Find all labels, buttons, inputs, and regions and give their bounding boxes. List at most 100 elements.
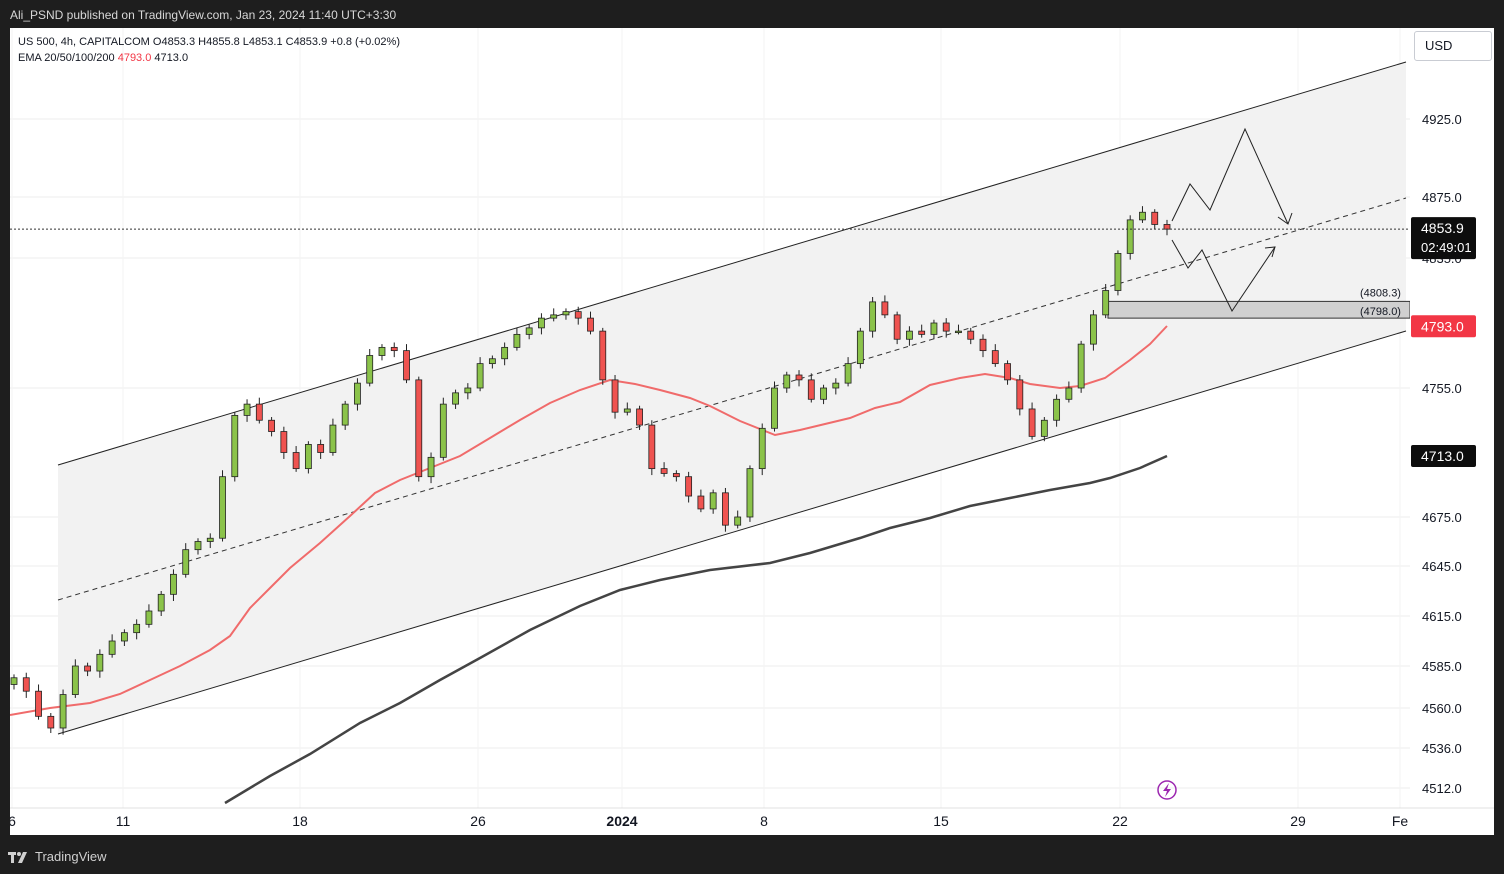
candle-body	[893, 314, 901, 340]
candle-body	[427, 456, 435, 478]
candle-body	[869, 301, 877, 332]
price-axis-ticks: 4925.04875.04835.04755.04675.04645.04615…	[1422, 112, 1462, 796]
candle-body	[930, 322, 938, 335]
candle-body	[354, 382, 361, 405]
candle-body	[170, 573, 177, 595]
candle-body	[1163, 224, 1171, 230]
candle-body	[1053, 398, 1061, 421]
candle-body	[59, 694, 67, 729]
candle-body	[881, 301, 889, 316]
x-tick-label: 6	[10, 813, 16, 829]
candle-body	[1016, 379, 1024, 410]
candle-body	[685, 476, 693, 497]
candle-body	[513, 333, 521, 348]
x-tick-label: 11	[116, 813, 131, 829]
candle-body	[280, 431, 288, 453]
ema-dark-tag-value: 4713.0	[1421, 448, 1464, 464]
ema-dark-tag	[1411, 445, 1476, 467]
price-chart[interactable]: 4925.04875.04835.04755.04675.04645.04615…	[10, 28, 1494, 835]
candle-body	[611, 379, 619, 413]
candle-body	[255, 403, 263, 421]
candle-body	[538, 317, 545, 329]
y-tick-label: 4875.0	[1422, 190, 1462, 205]
candle-body	[243, 403, 251, 416]
candles	[10, 206, 1171, 735]
zone-label: (4798.0)	[1360, 306, 1401, 318]
ema-dark-line	[224, 454, 1168, 805]
ema-label: EMA 20/50/100/200	[18, 52, 115, 64]
y-tick-label: 4536.0	[1422, 741, 1462, 756]
candle-body	[145, 610, 153, 625]
footer-bar	[0, 835, 1504, 874]
ema-value-dark: 4713.0	[154, 52, 189, 64]
candle-body	[758, 427, 766, 470]
y-tick-label: 4645.0	[1422, 559, 1462, 574]
candle-body	[292, 452, 300, 470]
candle-body	[206, 537, 214, 542]
candle-body	[10, 677, 18, 685]
projection-up-arrowhead	[1277, 212, 1293, 225]
candle-body	[341, 403, 349, 426]
candle-body	[955, 330, 962, 334]
candle-body	[488, 358, 496, 365]
candle-body	[464, 387, 472, 394]
x-tick-label: 8	[760, 813, 768, 829]
candle-body	[599, 330, 607, 381]
candle-body	[439, 403, 447, 458]
candle-body	[157, 593, 165, 612]
candle-body	[906, 330, 913, 340]
y-tick-label: 4585.0	[1422, 659, 1462, 674]
candle-body	[366, 355, 374, 384]
candle-body	[820, 387, 827, 400]
candle-body	[734, 516, 742, 526]
last-price-tag	[1411, 217, 1476, 260]
channel-lower-line	[57, 330, 1407, 735]
lightning-icon[interactable]	[1157, 780, 1177, 800]
candle-body	[636, 408, 643, 426]
channel-upper-line	[57, 61, 1407, 466]
channel-mid-line	[57, 197, 1407, 601]
y-tick-label: 4512.0	[1422, 781, 1462, 796]
candle-body	[587, 317, 594, 332]
candle-body	[415, 379, 423, 478]
candle-body	[697, 495, 705, 510]
candle-body	[550, 314, 558, 319]
bar-countdown: 02:49:01	[1421, 240, 1472, 255]
last-price-value: 4853.9	[1421, 220, 1464, 236]
zone-label: (4808.3)	[1360, 287, 1401, 299]
candle-body	[317, 444, 325, 453]
candle-body	[133, 623, 141, 634]
projection-down-arrowhead	[1264, 246, 1276, 258]
candle-body	[967, 330, 975, 340]
x-tick-label: 22	[1112, 813, 1128, 829]
candle-body	[623, 408, 631, 413]
candle-body	[47, 715, 55, 729]
projection-down-path	[1171, 239, 1276, 312]
candle-body	[709, 492, 717, 510]
tradingview-logo-icon	[8, 851, 27, 863]
candle-body	[991, 350, 999, 365]
candle-body	[108, 640, 116, 655]
candle-body	[979, 338, 987, 352]
x-tick-label: 18	[292, 813, 308, 829]
tradingview-brand[interactable]: TradingView	[8, 849, 107, 864]
candle-body	[722, 492, 729, 526]
y-tick-label: 4925.0	[1422, 112, 1462, 127]
brand-name: TradingView	[35, 849, 107, 864]
x-tick-label: 15	[933, 813, 949, 829]
candle-body	[71, 665, 79, 695]
candle-body	[771, 387, 778, 429]
ema-value-red: 4793.0	[117, 52, 152, 64]
currency-selector[interactable]: USD	[1414, 31, 1492, 61]
candle-body	[918, 330, 926, 335]
candle-body	[501, 346, 509, 360]
projection-up-path	[1171, 127, 1289, 225]
candle-body	[378, 346, 386, 356]
candle-body	[746, 468, 754, 518]
candle-body	[648, 424, 656, 470]
price-axis-bg	[1410, 28, 1494, 835]
candle-body	[525, 327, 533, 335]
price-axis[interactable]	[10, 28, 1494, 835]
projection-paths	[1171, 127, 1293, 312]
candle-body	[1090, 314, 1097, 345]
